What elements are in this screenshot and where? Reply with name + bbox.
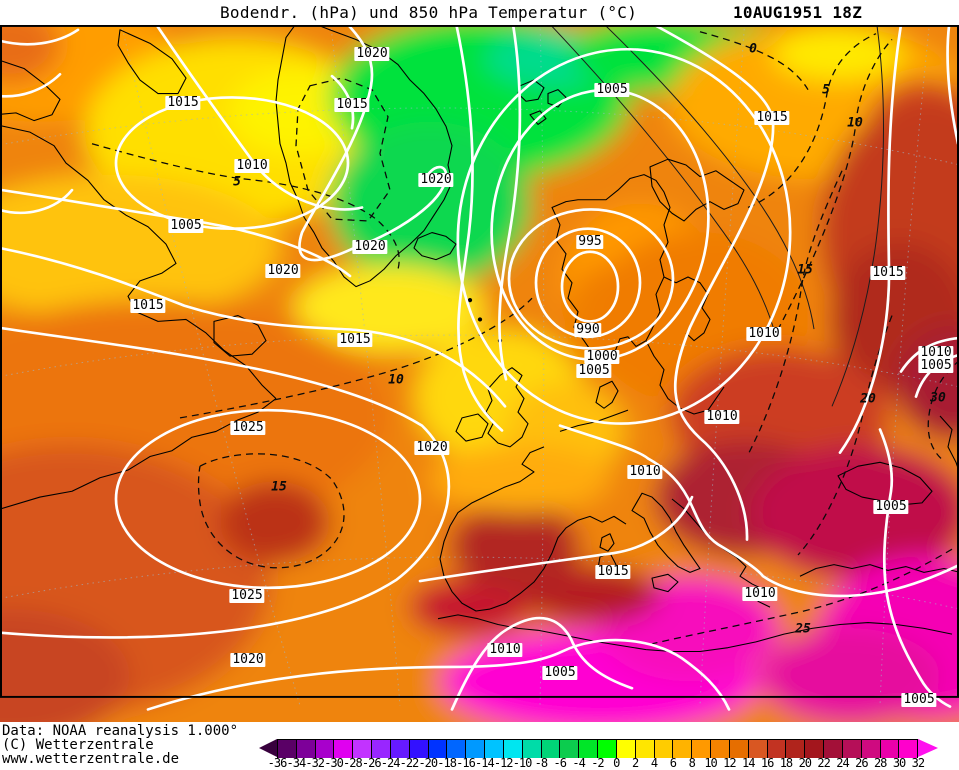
colorbar-tick: -14 xyxy=(475,756,495,770)
colorbar-segment xyxy=(315,740,335,758)
colorbar-segment xyxy=(353,740,373,758)
colorbar-segment xyxy=(579,740,599,758)
colorbar-tick: 20 xyxy=(798,756,812,770)
colorbar-tick: 22 xyxy=(817,756,830,770)
colorbar-segment xyxy=(635,740,655,758)
map-frame xyxy=(0,25,959,698)
colorbar-tick: -18 xyxy=(437,756,457,770)
colorbar-tick: -10 xyxy=(512,756,533,770)
colorbar-tick: 24 xyxy=(836,756,849,770)
colorbar-tick: -2 xyxy=(591,756,604,770)
colorbar-tick: 0 xyxy=(613,756,620,770)
header: Bodendr. (hPa) und 850 hPa Temperatur (°… xyxy=(0,0,959,25)
colorbar-segment xyxy=(390,740,410,758)
colorbar-segment xyxy=(541,740,561,758)
colorbar-segment xyxy=(428,740,448,758)
colorbar-tick: -28 xyxy=(343,756,363,770)
colorbar-tick-labels: -36 -34 -32 -30 -28 -26 -24 -22 -20 -18 -16 -14 -12-… xyxy=(259,756,959,770)
colorbar-segment xyxy=(296,740,316,758)
colorbar-tick: 10 xyxy=(704,756,717,770)
graticule xyxy=(0,25,959,706)
colorbar-segment xyxy=(485,740,504,758)
colorbar-segment xyxy=(861,740,881,758)
colorbar-segments xyxy=(277,739,919,758)
colorbar-segment xyxy=(899,740,919,758)
colorbar-segment xyxy=(466,740,486,758)
colorbar-tick: 4 xyxy=(650,756,658,770)
colorbar-tick: -6 xyxy=(553,756,567,770)
colorbar-segment xyxy=(277,740,297,758)
colorbar-tick: -12 xyxy=(493,756,514,770)
data-source-text: Data: NOAA reanalysis 1.000° xyxy=(2,723,239,739)
weather-map-canvas xyxy=(0,25,959,722)
colorbar-segment xyxy=(654,740,674,758)
temperature-field xyxy=(0,25,959,722)
colorbar-tick: 26 xyxy=(855,756,868,770)
colorbar-tick: 18 xyxy=(779,756,793,770)
colorbar-segment xyxy=(503,740,523,758)
website-text: www.wetterzentrale.de xyxy=(2,751,180,767)
temperature-colorbar xyxy=(259,739,938,758)
colorbar-tick: -32 xyxy=(305,756,325,770)
colorbar-tick: 6 xyxy=(669,756,677,770)
colorbar-segment xyxy=(842,740,862,758)
colorbar-segment xyxy=(748,740,768,758)
colorbar-segment xyxy=(692,740,712,758)
colorbar-tick: -34 xyxy=(286,756,307,770)
colorbar-segment xyxy=(409,740,429,758)
colorbar-tick: 12 xyxy=(723,756,736,770)
colorbar-tick: -20 xyxy=(418,756,438,770)
colorbar-tick: 2 xyxy=(632,756,639,770)
colorbar-tick: -22 xyxy=(399,756,420,770)
footer: Data: NOAA reanalysis 1.000° (C) Wetterz… xyxy=(0,722,959,770)
colorbar-segment xyxy=(880,740,900,758)
page-title: Bodendr. (hPa) und 850 hPa Temperatur (°… xyxy=(220,3,638,22)
colorbar-tick: 14 xyxy=(742,756,755,770)
colorbar-segment xyxy=(598,740,617,758)
colorbar-segment xyxy=(729,740,749,758)
colorbar-segment xyxy=(711,740,730,758)
colorbar-left-arrow-icon xyxy=(259,739,277,757)
colorbar-segment xyxy=(673,740,693,758)
colorbar-segment xyxy=(560,740,580,758)
copyright-text: (C) Wetterzentrale xyxy=(2,737,154,753)
colorbar-segment xyxy=(372,740,391,758)
map-timestamp: 10AUG1951 18Z xyxy=(733,3,863,22)
colorbar-tick: 16 xyxy=(760,756,774,770)
colorbar-tick: -24 xyxy=(380,756,401,770)
colorbar-tick: -16 xyxy=(456,756,476,770)
colorbar-right-arrow-icon xyxy=(918,739,938,757)
colorbar-tick: 32 xyxy=(911,756,925,770)
coastlines xyxy=(0,25,959,653)
colorbar-tick: 8 xyxy=(688,756,696,770)
dashed-isotherms xyxy=(91,31,959,645)
colorbar-tick: -8 xyxy=(534,756,548,770)
colorbar-tick: 28 xyxy=(873,756,887,770)
colorbar-segment xyxy=(616,740,636,758)
colorbar-tick: 30 xyxy=(892,756,906,770)
colorbar-segment xyxy=(334,740,354,758)
colorbar-segment xyxy=(805,740,825,758)
colorbar-tick: -36 xyxy=(267,756,288,770)
colorbar-tick: -30 xyxy=(324,756,344,770)
colorbar-segment xyxy=(824,740,843,758)
colorbar-segment xyxy=(522,740,542,758)
solid-isotherms xyxy=(550,25,884,407)
colorbar-tick: -4 xyxy=(572,756,585,770)
colorbar-segment xyxy=(447,740,467,758)
colorbar-segment xyxy=(786,740,806,758)
weather-map: 1020 1015 1015 1005 1015 1010 1020 1005 995 1020 1… xyxy=(0,25,959,722)
colorbar-segment xyxy=(767,740,787,758)
colorbar-tick: -26 xyxy=(361,756,382,770)
